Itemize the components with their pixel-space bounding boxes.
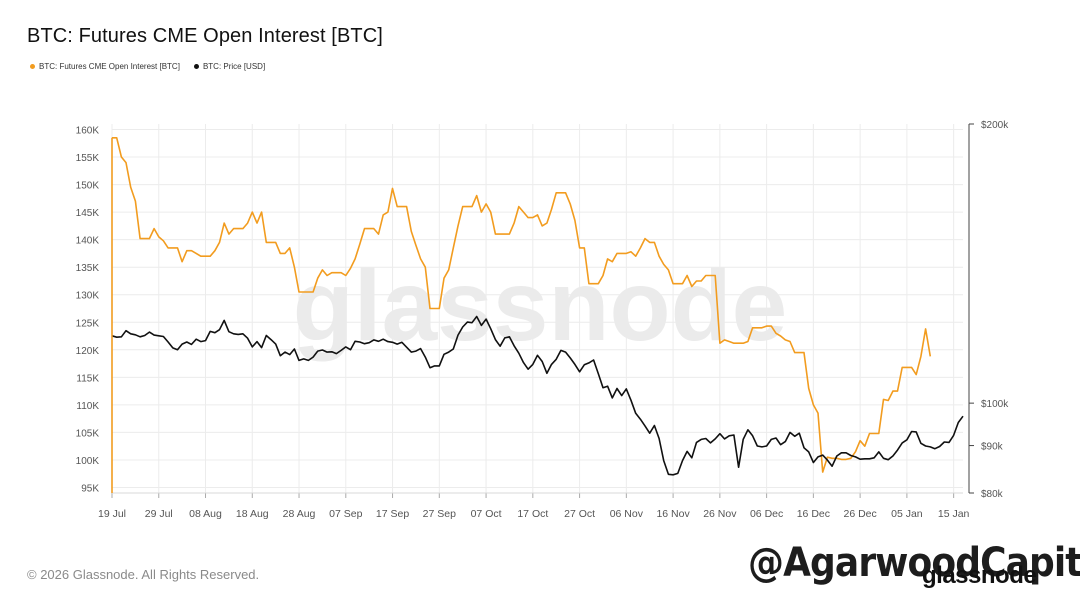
y-right-tick-label: $80k	[981, 489, 1004, 500]
x-tick-label: 07 Sep	[329, 508, 362, 520]
y-right-tick-label: $90k	[981, 442, 1004, 453]
x-tick-label: 29 Jul	[145, 508, 173, 520]
x-tick-label: 08 Aug	[189, 508, 222, 520]
x-tick-label: 26 Nov	[703, 508, 737, 520]
x-tick-label: 17 Oct	[517, 508, 548, 520]
author-watermark: @AgarwoodCapital	[748, 540, 1080, 586]
x-tick-label: 06 Dec	[750, 508, 783, 520]
legend-dot-price	[193, 64, 199, 69]
copyright: © 2026 Glassnode. All Rights Reserved.	[27, 567, 260, 582]
y-left-tick-label: 115K	[76, 373, 99, 384]
x-tick-label: 16 Dec	[797, 508, 830, 520]
axes: 95K 100K 105K 110K 115K 120K 125K 130K 135K 140K 1…	[76, 120, 1010, 520]
y-left-tick-label: 110K	[76, 401, 99, 412]
x-tick-label: 28 Aug	[283, 508, 316, 520]
x-tick-label: 27 Oct	[564, 508, 595, 520]
series-line-price	[111, 315, 964, 476]
x-tick-label: 26 Dec	[843, 508, 876, 520]
y-left-tick-label: 120K	[76, 346, 100, 357]
y-left-tick-label: 150K	[76, 181, 100, 192]
y-left-tick-label: 155K	[76, 153, 100, 164]
legend-item-open-interest[interactable]: BTC: Futures CME Open Interest [BTC]	[30, 62, 180, 71]
y-left-tick-label: 145K	[76, 208, 100, 219]
x-tick-label: 19 Jul	[98, 508, 126, 520]
x-tick-label: 16 Nov	[656, 508, 690, 520]
legend-label-open-interest: BTC: Futures CME Open Interest [BTC]	[39, 62, 180, 71]
y-left-tick-label: 95K	[81, 483, 99, 494]
brand-logo: glassnode	[922, 562, 1037, 589]
y-left-tick-label: 135K	[76, 263, 100, 274]
legend-item-price[interactable]: BTC: Price [USD]	[193, 62, 266, 71]
x-tick-label: 18 Aug	[236, 508, 269, 520]
series-line-open-interest	[112, 137, 932, 473]
y-left-tick-label: 160K	[76, 126, 100, 137]
series-layer	[111, 137, 964, 493]
chart-title: BTC: Futures CME Open Interest [BTC]	[27, 25, 383, 47]
x-tick-label: 15 Jan	[938, 508, 970, 520]
x-tick-label: 17 Sep	[376, 508, 409, 520]
x-tick-label: 07 Oct	[471, 508, 502, 520]
legend-label-price: BTC: Price [USD]	[202, 62, 266, 71]
y-right-tick-label: $100k	[981, 399, 1009, 410]
x-tick-label: 05 Jan	[891, 508, 923, 520]
legend: BTC: Futures CME Open Interest [BTC] BTC…	[30, 62, 265, 71]
y-left-tick-label: 125K	[76, 318, 100, 329]
x-tick-label: 27 Sep	[423, 508, 456, 520]
y-left-tick-label: 100K	[76, 456, 100, 467]
y-left-tick-label: 140K	[76, 236, 100, 247]
y-left-tick-label: 130K	[76, 291, 100, 302]
y-left-tick-label: 105K	[76, 428, 100, 439]
legend-dot-open-interest	[30, 64, 35, 69]
x-tick-label: 06 Nov	[610, 508, 644, 520]
y-right-tick-label: $200k	[981, 120, 1009, 131]
watermark: glassnode	[293, 250, 788, 362]
